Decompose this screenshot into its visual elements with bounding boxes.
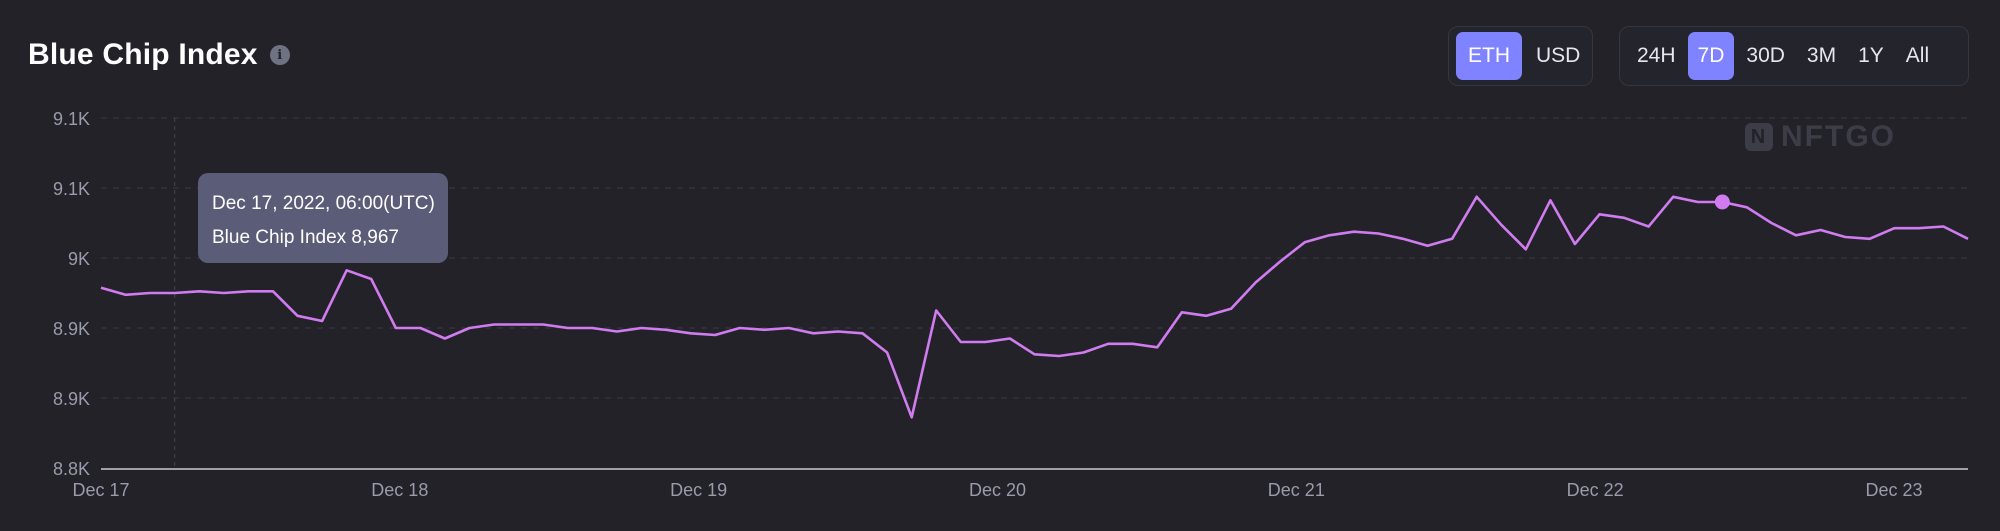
y-tick-label: 9.1K (53, 109, 90, 129)
chart-title: Blue Chip Index (28, 38, 258, 71)
range-30d-button[interactable]: 30D (1746, 44, 1785, 67)
x-tick-label: Dec 22 (1567, 480, 1624, 500)
x-tick-label: Dec 21 (1268, 480, 1325, 500)
range-24h-button[interactable]: 24H (1637, 44, 1676, 67)
y-tick-label: 8.8K (53, 459, 90, 479)
currency-eth-button[interactable]: ETH (1456, 32, 1522, 80)
title-block: Blue Chip Index i (28, 38, 290, 72)
series-line (100, 195, 1969, 419)
x-tick-label: Dec 17 (72, 480, 129, 500)
watermark-text: NFTGO (1781, 120, 1896, 153)
tooltip-date: Dec 17, 2022, 06:00(UTC) (212, 193, 435, 214)
y-tick-label: 9.1K (53, 179, 90, 199)
y-tick-label: 8.9K (53, 389, 90, 409)
range-7d-button[interactable]: 7D (1687, 32, 1735, 80)
tooltip-value: Blue Chip Index 8,967 (212, 227, 399, 248)
x-tick-label: Dec 23 (1865, 480, 1922, 500)
x-tick-label: Dec 20 (969, 480, 1026, 500)
y-tick-label: 8.9K (53, 319, 90, 339)
x-tick-label: Dec 19 (670, 480, 727, 500)
currency-usd-button[interactable]: USD (1536, 44, 1581, 67)
info-icon[interactable]: i (269, 45, 290, 65)
y-tick-label: 9K (68, 249, 90, 269)
range-3m-button[interactable]: 3M (1806, 44, 1837, 67)
range-all-button[interactable]: All (1905, 44, 1930, 67)
time-range-toggle: 24H 7D 30D 3M 1Y All (1619, 26, 1969, 86)
nftgo-watermark: N NFTGO (1745, 120, 1896, 154)
range-1y-button[interactable]: 1Y (1858, 44, 1884, 67)
chart-tooltip: Dec 17, 2022, 06:00(UTC) Blue Chip Index… (198, 173, 448, 263)
highlight-point (1714, 194, 1730, 210)
x-tick-label: Dec 18 (371, 480, 428, 500)
nftgo-logo-icon: N (1745, 123, 1773, 151)
currency-toggle: ETH USD (1448, 26, 1593, 86)
